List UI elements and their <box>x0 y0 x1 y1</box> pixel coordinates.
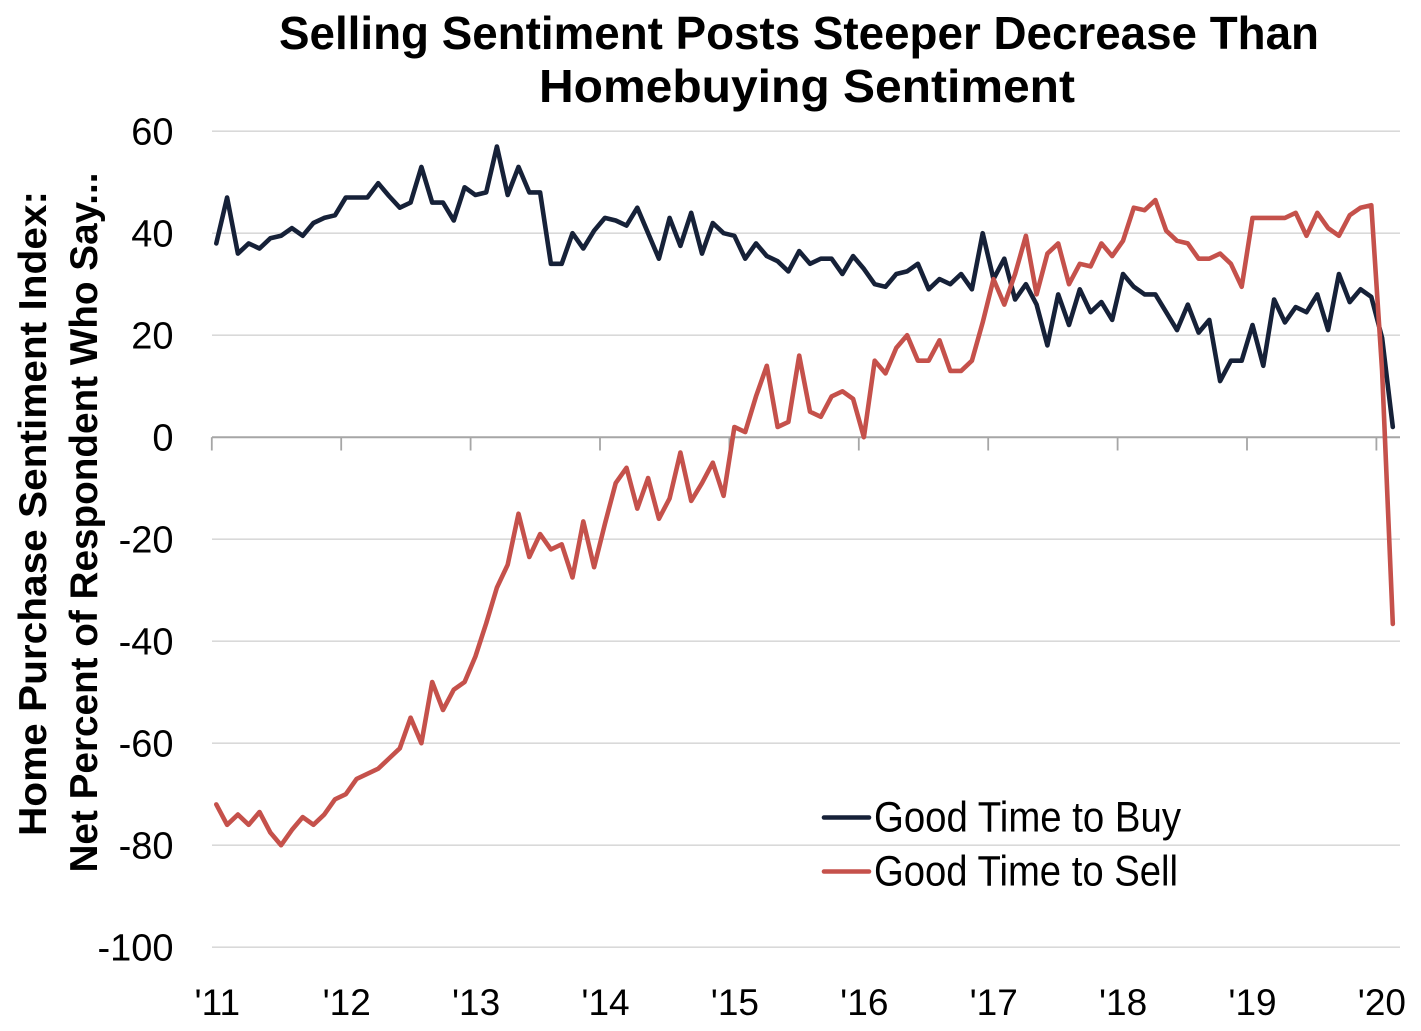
svg-text:Home Purchase Sentiment Index:: Home Purchase Sentiment Index: <box>12 191 55 836</box>
svg-text:20: 20 <box>131 316 173 358</box>
svg-text:'15: '15 <box>711 982 759 1023</box>
svg-text:'17: '17 <box>970 982 1018 1023</box>
svg-text:Homebuying Sentiment: Homebuying Sentiment <box>539 60 1075 112</box>
svg-text:-80: -80 <box>119 826 174 868</box>
svg-text:40: 40 <box>131 214 173 256</box>
svg-text:'16: '16 <box>840 982 888 1023</box>
svg-text:-20: -20 <box>119 520 174 562</box>
svg-text:Good Time to Buy: Good Time to Buy <box>874 794 1181 842</box>
svg-text:Good Time to Sell: Good Time to Sell <box>874 848 1178 896</box>
svg-text:'20: '20 <box>1358 982 1406 1023</box>
svg-text:'18: '18 <box>1099 982 1147 1023</box>
svg-text:'19: '19 <box>1228 982 1276 1023</box>
svg-text:-100: -100 <box>97 928 173 970</box>
svg-text:Net Percent of Respondent Who: Net Percent of Respondent Who Say... <box>63 173 106 873</box>
svg-text:60: 60 <box>131 112 173 154</box>
svg-text:'13: '13 <box>452 982 500 1023</box>
svg-text:Selling Sentiment Posts Steepe: Selling Sentiment Posts Steeper Decrease… <box>279 7 1319 59</box>
svg-text:-60: -60 <box>119 724 174 766</box>
svg-text:'14: '14 <box>581 982 629 1023</box>
svg-text:-40: -40 <box>119 622 174 664</box>
svg-text:'11: '11 <box>195 982 240 1023</box>
svg-text:0: 0 <box>152 418 173 460</box>
svg-text:'12: '12 <box>323 982 371 1023</box>
